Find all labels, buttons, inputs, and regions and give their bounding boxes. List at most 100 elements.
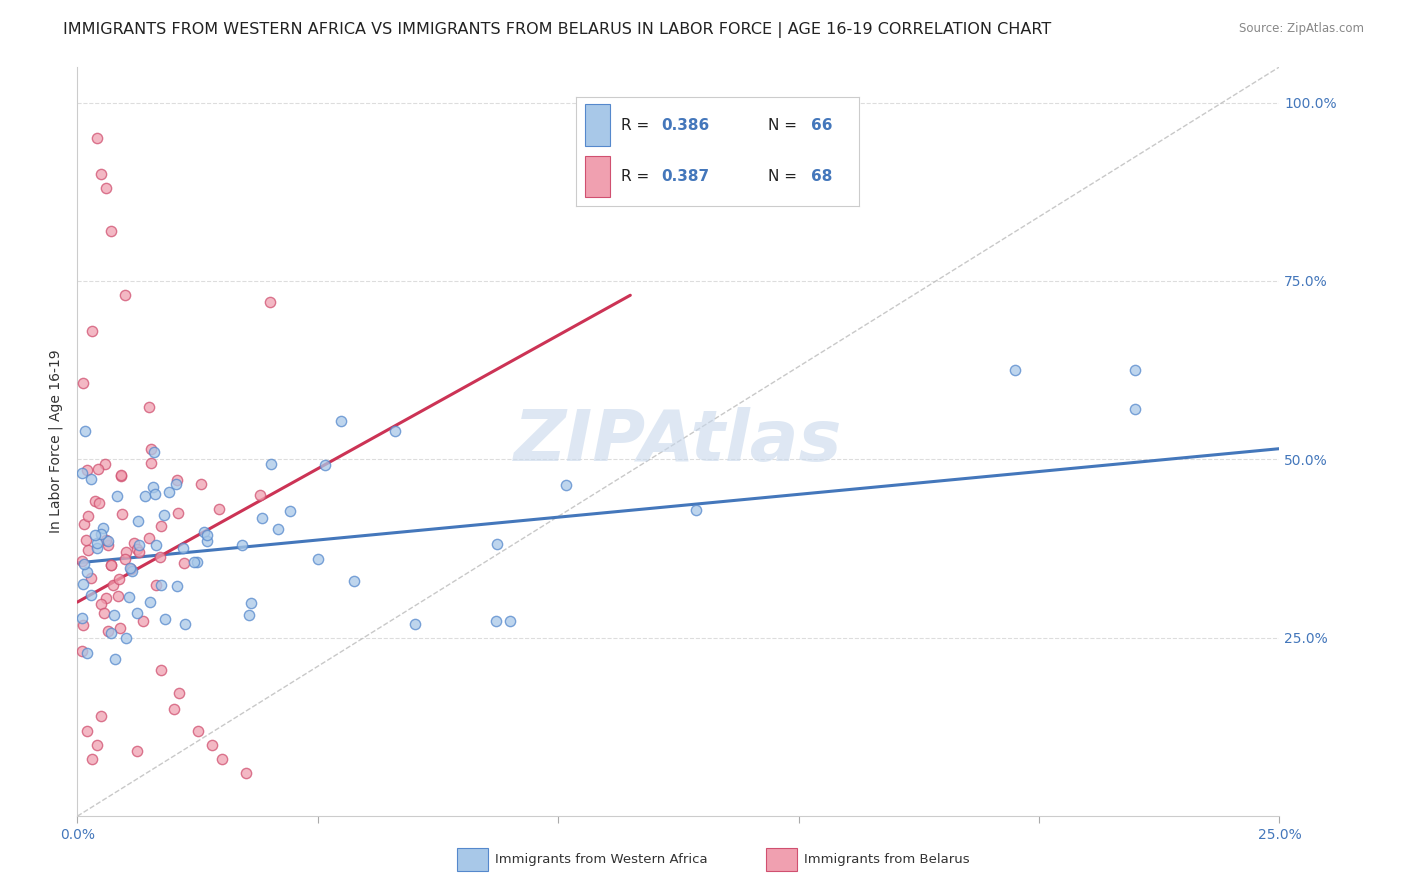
Point (91, 521, 114, 535)
Point (186, 723, 209, 738)
Point (172, 541, 194, 556)
Point (121, 564, 143, 578)
Point (150, 519, 173, 533)
Point (80, 588, 103, 602)
Point (70, 554, 93, 568)
Text: Immigrants from Belarus: Immigrants from Belarus (804, 854, 970, 866)
Point (118, 591, 141, 605)
Point (96, 181, 118, 195)
Point (90, 527, 112, 541)
Point (132, 615, 155, 629)
Point (485, 615, 508, 629)
Point (118, 561, 141, 575)
Point (97, 538, 120, 552)
Point (278, 504, 301, 518)
Point (239, 596, 262, 610)
Point (100, 558, 122, 572)
Point (166, 579, 188, 593)
Point (115, 545, 138, 559)
Point (343, 574, 366, 588)
Point (107, 589, 129, 603)
Point (110, 467, 132, 482)
Point (87, 496, 110, 510)
Point (1123, 363, 1146, 377)
Point (80, 324, 103, 338)
Point (141, 456, 163, 470)
Point (1004, 363, 1026, 377)
Text: Immigrants from Western Africa: Immigrants from Western Africa (495, 854, 707, 866)
Point (1123, 402, 1146, 417)
Point (197, 534, 219, 549)
Point (193, 525, 215, 540)
Point (79, 571, 101, 585)
Point (166, 473, 188, 487)
Point (134, 489, 156, 503)
Point (174, 617, 197, 632)
Point (122, 536, 145, 550)
Point (104, 652, 127, 666)
Point (97, 624, 120, 638)
Point (486, 536, 509, 550)
Point (145, 538, 167, 552)
Point (330, 414, 353, 428)
Point (94, 591, 117, 606)
Point (165, 477, 187, 491)
Point (138, 401, 160, 415)
Point (173, 556, 195, 570)
Point (190, 477, 212, 491)
Point (103, 607, 125, 622)
Point (86, 535, 108, 549)
Point (120, 562, 142, 576)
Point (125, 744, 148, 758)
Point (86, 738, 108, 752)
Point (75, 533, 97, 547)
Text: Source: ZipAtlas.com: Source: ZipAtlas.com (1239, 22, 1364, 36)
Point (235, 766, 257, 780)
Point (93, 606, 115, 620)
Point (105, 489, 128, 503)
Point (80, 752, 103, 766)
Point (260, 457, 283, 471)
Point (195, 528, 218, 542)
Point (167, 506, 190, 520)
Point (250, 511, 273, 525)
Point (186, 555, 208, 569)
Point (76, 646, 98, 660)
Text: IMMIGRANTS FROM WESTERN AFRICA VS IMMIGRANTS FROM BELARUS IN LABOR FORCE | AGE 1: IMMIGRANTS FROM WESTERN AFRICA VS IMMIGR… (63, 22, 1052, 38)
Point (238, 608, 260, 623)
Point (128, 545, 150, 559)
Point (72, 376, 94, 391)
Point (127, 514, 149, 528)
Point (73, 557, 96, 571)
Point (211, 752, 233, 766)
Y-axis label: In Labor Force | Age 16-19: In Labor Force | Age 16-19 (49, 350, 63, 533)
Point (107, 572, 129, 586)
Point (90, 709, 112, 723)
Point (86, 541, 108, 555)
Point (76, 723, 98, 738)
Point (167, 686, 190, 700)
Point (266, 521, 288, 535)
Point (314, 458, 336, 472)
Point (90, 167, 112, 181)
Point (100, 224, 122, 238)
Point (110, 468, 132, 483)
Point (142, 480, 165, 494)
Point (108, 621, 131, 635)
Point (100, 558, 122, 573)
Point (157, 484, 180, 499)
Point (89, 597, 111, 611)
Point (70, 466, 93, 480)
Point (72, 617, 94, 632)
Point (249, 488, 271, 502)
Point (685, 503, 707, 517)
Point (125, 541, 148, 556)
Point (111, 507, 134, 521)
Point (101, 578, 124, 592)
Point (128, 538, 150, 552)
Point (96, 533, 118, 548)
Point (183, 555, 205, 569)
Point (97, 533, 120, 548)
Point (384, 424, 406, 438)
Point (114, 631, 136, 645)
